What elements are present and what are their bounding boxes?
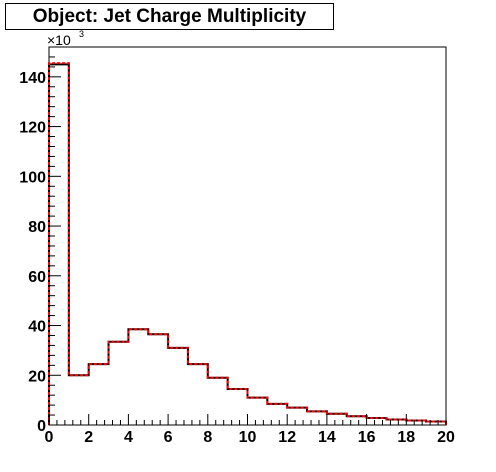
y-tick-label: 140 bbox=[19, 70, 46, 87]
axis-layer: 0 2 4 6 8 10 12 14 16 18 20 0 20 40 60 80 100 120 140 bbox=[19, 46, 455, 446]
y-tick-label: 40 bbox=[28, 319, 46, 336]
x-tick-label: 0 bbox=[45, 429, 54, 446]
y-tick-label: 120 bbox=[19, 120, 46, 137]
title-box: Object: Jet Charge Multiplicity bbox=[5, 3, 334, 30]
plot-frame bbox=[48, 46, 447, 426]
x-tick-label: 16 bbox=[358, 429, 376, 446]
y-multiplier-label: ×10 bbox=[47, 32, 71, 48]
series-dashed-line bbox=[48, 62, 447, 425]
x-tick-label: 6 bbox=[164, 429, 173, 446]
x-tick-label: 2 bbox=[84, 429, 93, 446]
x-tick-label: 12 bbox=[278, 429, 296, 446]
x-tick-label: 14 bbox=[318, 429, 336, 446]
x-tick-label: 4 bbox=[124, 429, 133, 446]
y-tick-label: 0 bbox=[37, 418, 46, 435]
x-tick-label: 10 bbox=[239, 429, 257, 446]
y-tick-label: 100 bbox=[19, 169, 46, 186]
x-tick-label: 20 bbox=[437, 429, 455, 446]
y-tick-label: 60 bbox=[28, 269, 46, 286]
x-tick-label: 18 bbox=[397, 429, 415, 446]
series-solid-line bbox=[48, 63, 447, 425]
x-tick-label: 8 bbox=[203, 429, 212, 446]
chart-title: Object: Jet Charge Multiplicity bbox=[32, 5, 307, 27]
y-tick-label: 80 bbox=[28, 219, 46, 236]
y-multiplier-exponent: 3 bbox=[79, 29, 84, 39]
series-layer bbox=[48, 62, 447, 425]
y-tick-label: 20 bbox=[28, 368, 46, 385]
